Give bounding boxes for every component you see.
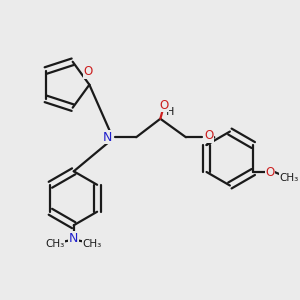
Text: O: O bbox=[266, 166, 275, 178]
Text: CH₃: CH₃ bbox=[82, 239, 102, 249]
Text: CH₃: CH₃ bbox=[279, 173, 298, 183]
Text: H: H bbox=[166, 107, 175, 117]
Text: N: N bbox=[69, 232, 78, 244]
Text: O: O bbox=[204, 129, 213, 142]
Text: O: O bbox=[83, 65, 93, 78]
Text: CH₃: CH₃ bbox=[46, 239, 65, 249]
Text: N: N bbox=[103, 131, 112, 144]
Text: O: O bbox=[159, 99, 168, 112]
